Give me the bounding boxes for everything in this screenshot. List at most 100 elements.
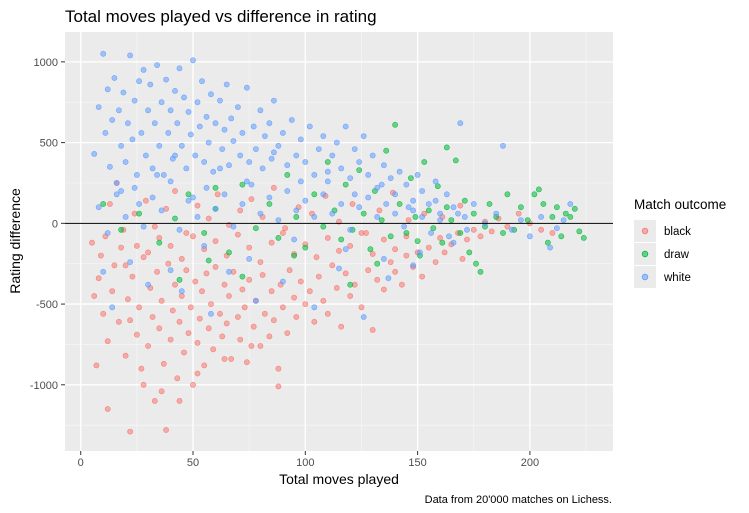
point-black	[127, 428, 134, 435]
point-white	[160, 171, 167, 178]
point-white	[100, 50, 107, 57]
point-black	[129, 273, 136, 280]
point-black	[380, 236, 387, 243]
point-white	[461, 213, 468, 220]
point-white	[266, 120, 273, 127]
point-black	[261, 310, 268, 317]
point-black	[320, 297, 327, 304]
legend-symbol-black	[641, 227, 649, 235]
point-white	[392, 210, 398, 217]
point-white	[432, 178, 439, 185]
point-draw	[172, 215, 178, 222]
point-black	[425, 244, 432, 251]
point-white	[226, 268, 232, 275]
point-black	[459, 255, 466, 262]
point-black	[149, 314, 156, 320]
point-black	[104, 338, 111, 345]
point-white	[201, 242, 208, 249]
point-white	[196, 123, 203, 130]
point-black	[286, 267, 293, 274]
point-draw	[383, 147, 390, 154]
point-white	[95, 204, 102, 211]
point-black	[167, 242, 174, 249]
point-white	[392, 191, 398, 198]
point-draw	[226, 249, 232, 256]
point-draw	[367, 246, 374, 253]
point-black	[154, 268, 160, 275]
point-black	[228, 356, 235, 362]
point-white	[205, 139, 212, 146]
point-black	[306, 288, 313, 295]
point-draw	[504, 191, 511, 198]
point-white	[120, 89, 127, 96]
point-white	[230, 223, 237, 230]
point-white	[291, 236, 297, 243]
point-black	[194, 339, 201, 346]
point-draw	[205, 257, 212, 264]
point-black	[243, 359, 250, 366]
grid-minor	[65, 32, 613, 451]
point-black	[488, 228, 495, 235]
point-black	[347, 242, 354, 249]
point-black	[374, 276, 381, 283]
point-black	[212, 238, 219, 244]
point-white	[336, 265, 342, 272]
point-draw	[212, 184, 219, 191]
point-black	[151, 223, 158, 230]
point-black	[297, 278, 304, 285]
point-white	[212, 205, 219, 212]
point-white	[243, 84, 250, 91]
point-black	[246, 244, 253, 251]
point-draw	[302, 244, 309, 251]
point-white	[261, 133, 268, 139]
point-white	[239, 201, 246, 207]
point-white	[167, 178, 174, 185]
point-white	[228, 115, 235, 122]
point-white	[252, 297, 259, 304]
point-white	[163, 76, 169, 83]
point-draw	[356, 167, 363, 173]
point-draw	[500, 230, 506, 236]
point-draw	[576, 228, 583, 235]
legend-label-white: white	[663, 272, 691, 284]
point-draw	[531, 191, 538, 198]
point-white	[147, 81, 154, 88]
point-white	[95, 104, 102, 110]
point-white	[457, 120, 464, 127]
point-white	[320, 133, 327, 139]
point-black	[333, 284, 340, 291]
point-black	[107, 201, 113, 207]
point-white	[450, 239, 457, 246]
point-draw	[443, 144, 450, 151]
point-black	[268, 239, 275, 246]
point-white	[527, 233, 533, 240]
point-draw	[549, 213, 556, 220]
point-black	[239, 286, 246, 293]
point-black	[125, 296, 131, 303]
point-black	[165, 260, 172, 267]
point-white	[428, 230, 434, 236]
point-black	[441, 249, 448, 256]
point-black	[181, 349, 187, 356]
y-tick-label: -1000	[30, 380, 58, 392]
point-black	[437, 234, 443, 241]
point-white	[396, 168, 403, 175]
point-white	[145, 281, 151, 288]
point-white	[158, 207, 165, 214]
point-white	[538, 213, 544, 220]
point-white	[178, 288, 185, 295]
point-white	[156, 142, 163, 149]
point-black	[172, 281, 178, 288]
point-white	[333, 139, 340, 146]
point-draw	[457, 230, 464, 236]
point-white	[275, 142, 282, 149]
point-black	[203, 270, 210, 277]
point-black	[259, 272, 266, 278]
point-white	[284, 162, 291, 169]
point-black	[237, 336, 244, 343]
point-white	[149, 194, 156, 201]
point-draw	[396, 201, 403, 207]
point-white	[131, 97, 138, 104]
point-white	[142, 152, 149, 159]
point-white	[378, 181, 385, 188]
